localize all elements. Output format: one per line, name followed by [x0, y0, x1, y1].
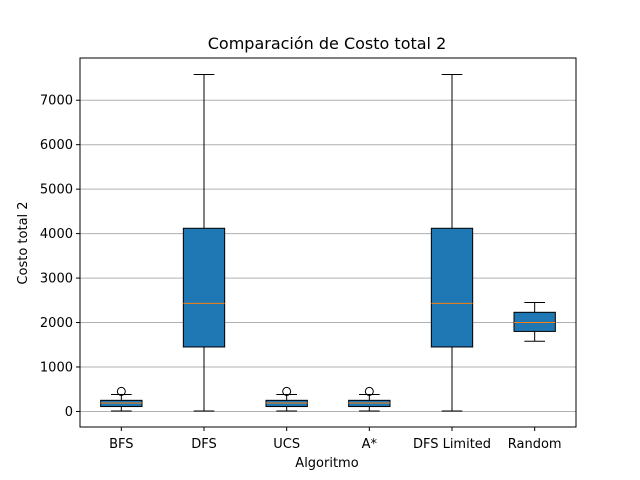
grid-lines — [80, 99, 576, 412]
y-axis: 0 1000 2000 3000 4000 5000 6000 7000 — [40, 94, 80, 420]
y-tick-label: 4000 — [40, 227, 73, 242]
x-axis-label: Algoritmo — [295, 456, 358, 471]
box-dfs-limited — [430, 73, 474, 412]
x-tick-label: DFS Limited — [413, 437, 491, 452]
iqr-box — [182, 227, 226, 348]
box-a- — [348, 386, 391, 412]
plot-frame — [79, 57, 577, 428]
x-tick-label: UCS — [273, 437, 300, 452]
box-random — [513, 302, 556, 342]
x-tick-label: Random — [508, 437, 562, 452]
x-tick-label: A* — [362, 437, 378, 452]
y-tick-label: 0 — [65, 405, 73, 420]
outlier-point — [116, 386, 126, 396]
box-bfs — [100, 386, 143, 412]
chart-title: Comparación de Costo total 2 — [208, 34, 447, 53]
y-tick-label: 6000 — [40, 138, 73, 153]
y-tick-label: 1000 — [40, 360, 73, 375]
y-axis-label: Costo total 2 — [16, 201, 31, 284]
y-tick-label: 3000 — [40, 272, 73, 287]
box-dfs — [182, 73, 226, 412]
x-tick-label: BFS — [109, 437, 133, 452]
iqr-box — [513, 311, 556, 332]
iqr-box — [430, 227, 474, 348]
x-axis: BFS DFS UCS A* DFS Limited Random — [109, 427, 562, 452]
y-tick-label: 5000 — [40, 183, 73, 198]
boxes — [100, 73, 556, 412]
y-tick-label: 7000 — [40, 94, 73, 109]
y-tick-label: 2000 — [40, 316, 73, 331]
outlier-point — [282, 386, 292, 396]
outlier-point — [364, 386, 374, 396]
box-ucs — [265, 386, 308, 412]
x-tick-label: DFS — [191, 437, 217, 452]
